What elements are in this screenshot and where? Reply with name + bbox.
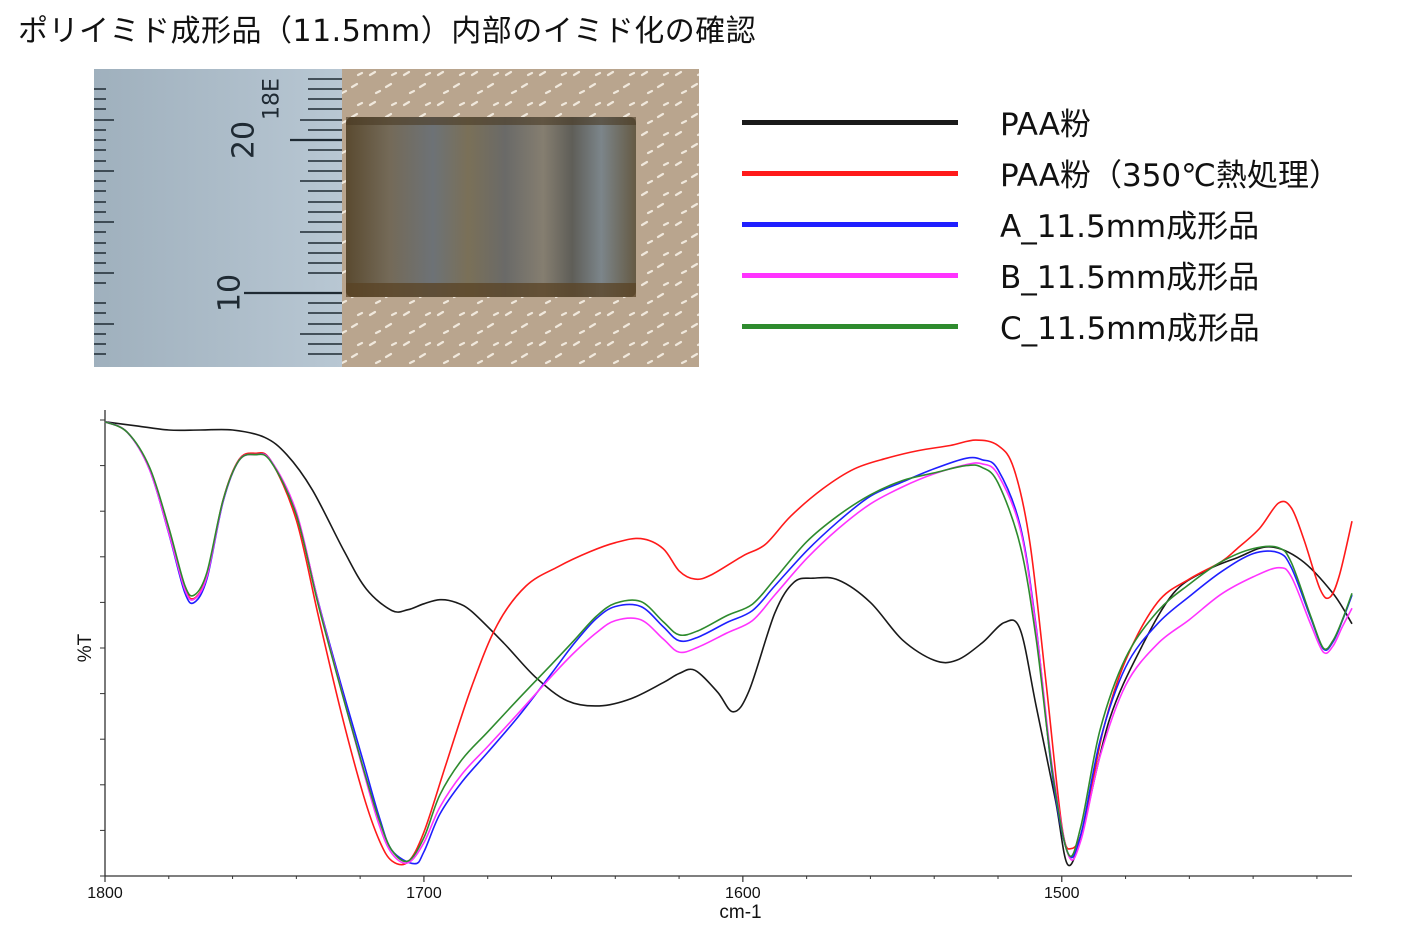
legend-swatch: [742, 222, 958, 227]
x-axis-label: cm-1: [719, 902, 761, 923]
polyimide-sample: [346, 117, 636, 297]
series-line-5: [104, 421, 1353, 863]
legend-item: PAA粉: [742, 98, 1402, 149]
x-tick-label: 1800: [87, 885, 123, 902]
series-line-3: [104, 421, 1353, 865]
series-line-4: [104, 421, 1353, 864]
legend-label: A_11.5mm成形品: [1000, 209, 1260, 245]
legend-swatch: [742, 171, 958, 176]
series-line-1: [104, 421, 1353, 867]
chart-labels: 1800 1700 1600 1500 cm-1 %T: [75, 633, 1080, 923]
legend-label: PAA粉: [1000, 107, 1091, 143]
x-tick-label: 1700: [406, 885, 442, 902]
y-axis-label: %T: [75, 633, 96, 662]
chart-series: [104, 421, 1353, 867]
ir-spectrum-chart: 1800 1700 1600 1500 cm-1 %T: [75, 410, 1353, 923]
x-tick-label: 1500: [1044, 885, 1080, 902]
ruler-label-10: 10: [213, 274, 248, 312]
legend-item: A_11.5mm成形品: [742, 200, 1402, 251]
legend-swatch: [742, 324, 958, 329]
ruler: [94, 69, 342, 367]
ruler-mark: 18E: [260, 78, 285, 120]
sample-photo-image: 20 10 18E: [94, 69, 699, 367]
x-tick-label: 1600: [725, 885, 761, 902]
legend-swatch: [742, 120, 958, 125]
legend-label: B_11.5mm成形品: [1000, 260, 1260, 296]
page-title: ポリイミド成形品（11.5mm）内部のイミド化の確認: [18, 14, 757, 49]
legend-label: C_11.5mm成形品: [1000, 311, 1260, 347]
legend-label: PAA粉（350℃熱処理）: [1000, 158, 1340, 194]
legend: PAA粉 PAA粉（350℃熱処理） A_11.5mm成形品 B_11.5mm成…: [742, 98, 1402, 353]
sample-photo: 20 10 18E: [94, 69, 699, 367]
ruler-ticks: [94, 78, 342, 355]
legend-item: C_11.5mm成形品: [742, 302, 1402, 353]
legend-swatch: [742, 273, 958, 278]
legend-item: B_11.5mm成形品: [742, 251, 1402, 302]
ruler-label-20: 20: [227, 121, 262, 159]
legend-item: PAA粉（350℃熱処理）: [742, 149, 1402, 200]
chart-axes: [100, 410, 1352, 882]
series-line-2: [104, 421, 1353, 866]
